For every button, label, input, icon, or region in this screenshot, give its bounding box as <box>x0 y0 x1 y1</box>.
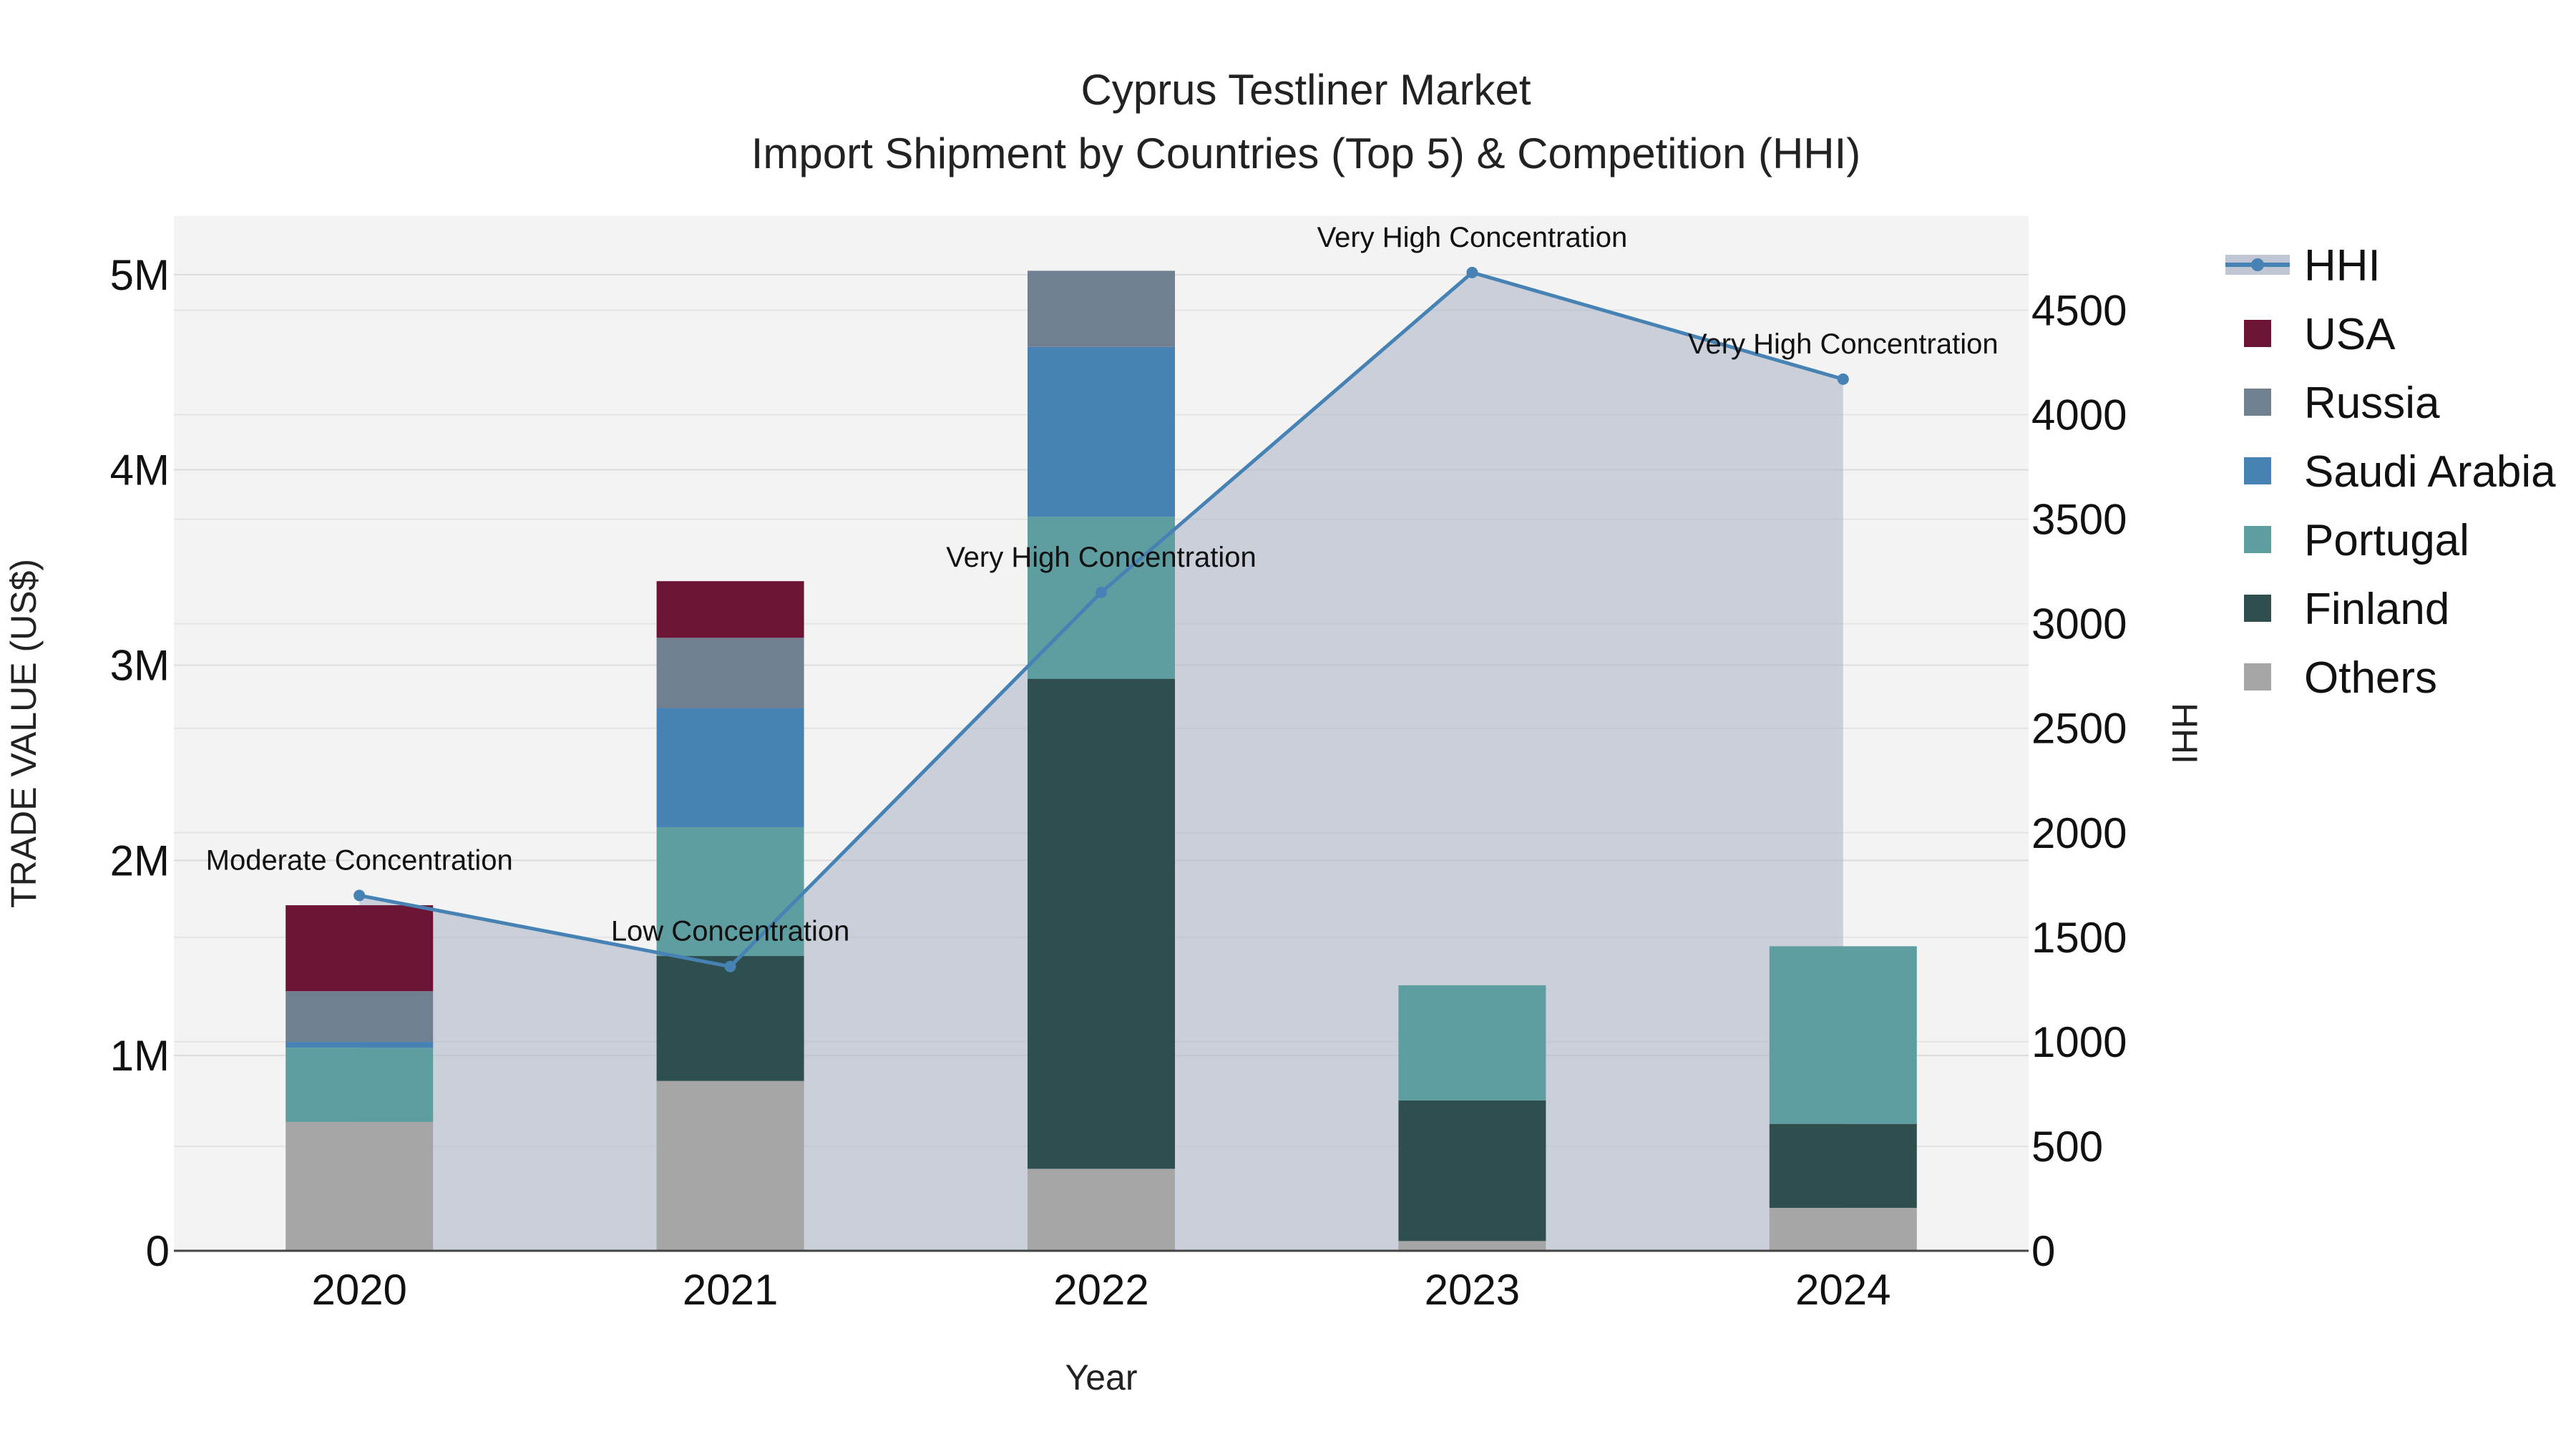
x-tick-label: 2023 <box>1425 1266 1520 1314</box>
hhi-annotation: Very High Concentration <box>1317 222 1628 253</box>
bar-others-2021 <box>656 1080 804 1251</box>
chart-title: Cyprus Testliner Market <box>1080 66 1531 114</box>
hhi-annotation: Very High Concentration <box>1688 328 1999 360</box>
hhi-annotation: Moderate Concentration <box>206 844 513 876</box>
legend-label-hhi: HHI <box>2304 241 2381 291</box>
legend-label-usa: USA <box>2304 310 2396 359</box>
legend-label-others: Others <box>2304 653 2437 703</box>
y2-tick-label: 4500 <box>2031 286 2127 334</box>
legend-label-finland: Finland <box>2304 585 2449 634</box>
hhi-point-2024 <box>1837 373 1849 385</box>
bar-russia-2022 <box>1028 270 1175 347</box>
y2-tick-label: 1000 <box>2031 1018 2127 1066</box>
bar-saudi-arabia-2020 <box>286 1042 434 1048</box>
legend-swatch-marker-hhi <box>2251 258 2264 271</box>
hhi-line-layer <box>353 266 1849 972</box>
y2-tick-label: 3000 <box>2031 600 2127 648</box>
bar-layer <box>286 270 1917 1251</box>
legend-label-russia: Russia <box>2304 379 2440 428</box>
x-tick-label: 2024 <box>1795 1266 1890 1314</box>
axis-layer: 2020 2021 2022 2023 2024 0 1M 2M 3M 4M 5M 0 500 1000 1… <box>110 251 2127 1314</box>
bar-finland-2024 <box>1769 1123 1917 1208</box>
y-tick-label: 5M <box>110 251 170 299</box>
bar-portugal-2024 <box>1769 946 1917 1124</box>
y2-tick-label: 2500 <box>2031 705 2127 753</box>
y2-tick-label: 4000 <box>2031 391 2127 439</box>
y-tick-label: 0 <box>146 1227 170 1275</box>
legend: HHI USA Russia Saudi Arabia Portugal Finland O… <box>2225 241 2556 703</box>
y2-tick-label: 3500 <box>2031 496 2127 544</box>
bar-finland-2023 <box>1398 1100 1546 1241</box>
hhi-point-2023 <box>1466 266 1478 278</box>
y-tick-label: 3M <box>110 642 170 690</box>
chart-subtitle: Import Shipment by Countries (Top 5) & C… <box>751 130 1861 177</box>
bar-finland-2022 <box>1028 678 1175 1169</box>
y2-tick-label: 0 <box>2031 1227 2055 1275</box>
annotation-layer: Moderate Concentration Low Concentration V… <box>206 222 1999 947</box>
bar-saudi-arabia-2021 <box>656 708 804 827</box>
legend-swatch-russia <box>2244 389 2271 416</box>
bar-usa-2020 <box>286 905 434 992</box>
y-axis-title: TRADE VALUE (US$) <box>4 559 44 908</box>
x-tick-label: 2021 <box>683 1266 778 1314</box>
legend-swatch-portugal <box>2244 526 2271 553</box>
y2-tick-label: 1500 <box>2031 914 2127 962</box>
bar-others-2023 <box>1398 1241 1546 1251</box>
bar-russia-2020 <box>286 991 434 1043</box>
bar-others-2020 <box>286 1121 434 1251</box>
hhi-annotation: Very High Concentration <box>946 542 1257 573</box>
bar-portugal-2020 <box>286 1048 434 1122</box>
y2-tick-label: 500 <box>2031 1123 2103 1171</box>
hhi-annotation: Low Concentration <box>611 916 850 947</box>
legend-swatch-finland <box>2244 595 2271 622</box>
x-tick-label: 2022 <box>1053 1266 1148 1314</box>
bar-portugal-2023 <box>1398 985 1546 1101</box>
legend-swatch-saudi-arabia <box>2244 457 2271 484</box>
y2-tick-label: 2000 <box>2031 809 2127 857</box>
y-tick-label: 2M <box>110 836 170 884</box>
hhi-point-2020 <box>353 889 366 902</box>
hhi-point-2021 <box>724 960 736 972</box>
bar-finland-2021 <box>656 956 804 1081</box>
y2-axis-title: HHI <box>2165 703 2205 764</box>
bar-others-2022 <box>1028 1169 1175 1251</box>
y-tick-label: 1M <box>110 1032 170 1080</box>
hhi-point-2022 <box>1096 586 1107 598</box>
x-tick-label: 2020 <box>311 1266 406 1314</box>
y-tick-label: 4M <box>110 447 170 494</box>
legend-label-saudi-arabia: Saudi Arabia <box>2304 447 2556 497</box>
bar-others-2024 <box>1769 1207 1917 1251</box>
bar-usa-2021 <box>656 581 804 638</box>
legend-swatch-usa <box>2244 320 2271 347</box>
bar-saudi-arabia-2022 <box>1028 346 1175 517</box>
legend-label-portugal: Portugal <box>2304 516 2469 565</box>
bar-russia-2021 <box>656 638 804 708</box>
legend-swatch-others <box>2244 663 2271 691</box>
bar-portugal-2021 <box>656 826 804 957</box>
x-axis-title: Year <box>1065 1357 1137 1397</box>
